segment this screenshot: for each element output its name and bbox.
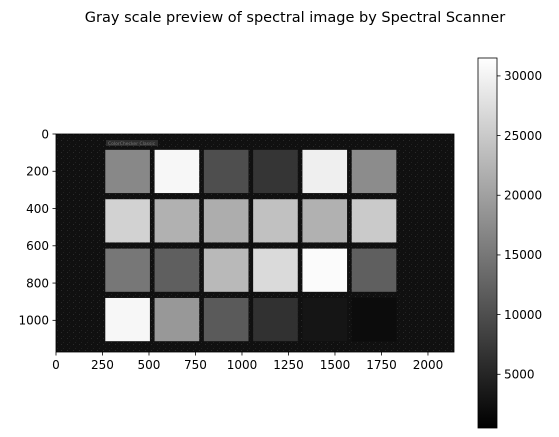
x-tick-label: 1250 [273,358,304,372]
x-tick-label: 250 [91,358,114,372]
x-tick-label: 750 [184,358,207,372]
patch-r4-c6 [351,297,397,342]
y-tick-label: 800 [26,276,49,290]
y-tick-label: 600 [26,239,49,253]
patch-r2-c5 [302,199,348,243]
chart-label-strip: ColorChecker Classic [106,140,158,147]
patch-r1-c1 [105,149,150,194]
patch-r4-c1 [105,297,150,342]
patch-r4-c3 [203,297,249,342]
x-tick-label: 1000 [227,358,258,372]
colorbar-ticks: 5000 10000 15000 20000 25000 30000 [497,69,542,382]
colorbar-tick-label: 20000 [504,189,542,203]
patch-r1-c3 [203,149,249,194]
patch-r1-c4 [253,149,298,194]
patch-r2-c2 [154,199,200,243]
y-tick-label: 200 [26,165,49,179]
y-tick-label: 0 [41,127,49,141]
x-tick-label: 500 [138,358,161,372]
colorbar-tick-label: 5000 [504,368,535,382]
colorbar-tick-label: 10000 [504,308,542,322]
patch-r1-c2 [154,149,200,194]
patches [105,149,397,342]
patch-r3-c3 [203,248,249,292]
patch-r1-c5 [302,149,348,194]
x-tick-label: 2000 [413,358,444,372]
chart-title: Gray scale preview of spectral image by … [85,10,505,26]
colorbar: 5000 10000 15000 20000 25000 30000 [477,57,542,429]
plot-frame [55,133,455,353]
colorbar-tick-label: 30000 [504,69,542,83]
heatmap-image: ColorChecker Classic [55,133,455,353]
patch-r4-c2 [154,297,200,342]
y-tick-label: 1000 [18,314,49,328]
patch-r2-c6 [351,199,397,243]
y-axis: 0 200 400 600 800 1000 [18,127,56,328]
chart-label: ColorChecker Classic [108,141,156,147]
patch-r2-c1 [105,199,150,243]
colorbar-tick-label: 25000 [504,129,542,143]
x-tick-label: 1500 [320,358,351,372]
y-tick-label: 400 [26,202,49,216]
x-axis: 0 250 500 750 1000 1250 1500 1750 2000 [52,352,443,372]
patch-r2-c3 [203,199,249,243]
colorbar-tick-label: 15000 [504,248,542,262]
x-tick-label: 1750 [366,358,397,372]
patch-r3-c4 [253,248,298,292]
patch-r1-c6 [351,149,397,194]
colorbar-gradient [477,57,498,429]
patch-r3-c6 [351,248,397,292]
patch-r4-c4 [253,297,298,342]
patch-r3-c2 [154,248,200,292]
patch-r3-c5 [302,248,348,292]
patch-r3-c1 [105,248,150,292]
patch-r4-c5 [302,297,348,342]
patch-r2-c4 [253,199,298,243]
x-tick-label: 0 [52,358,60,372]
